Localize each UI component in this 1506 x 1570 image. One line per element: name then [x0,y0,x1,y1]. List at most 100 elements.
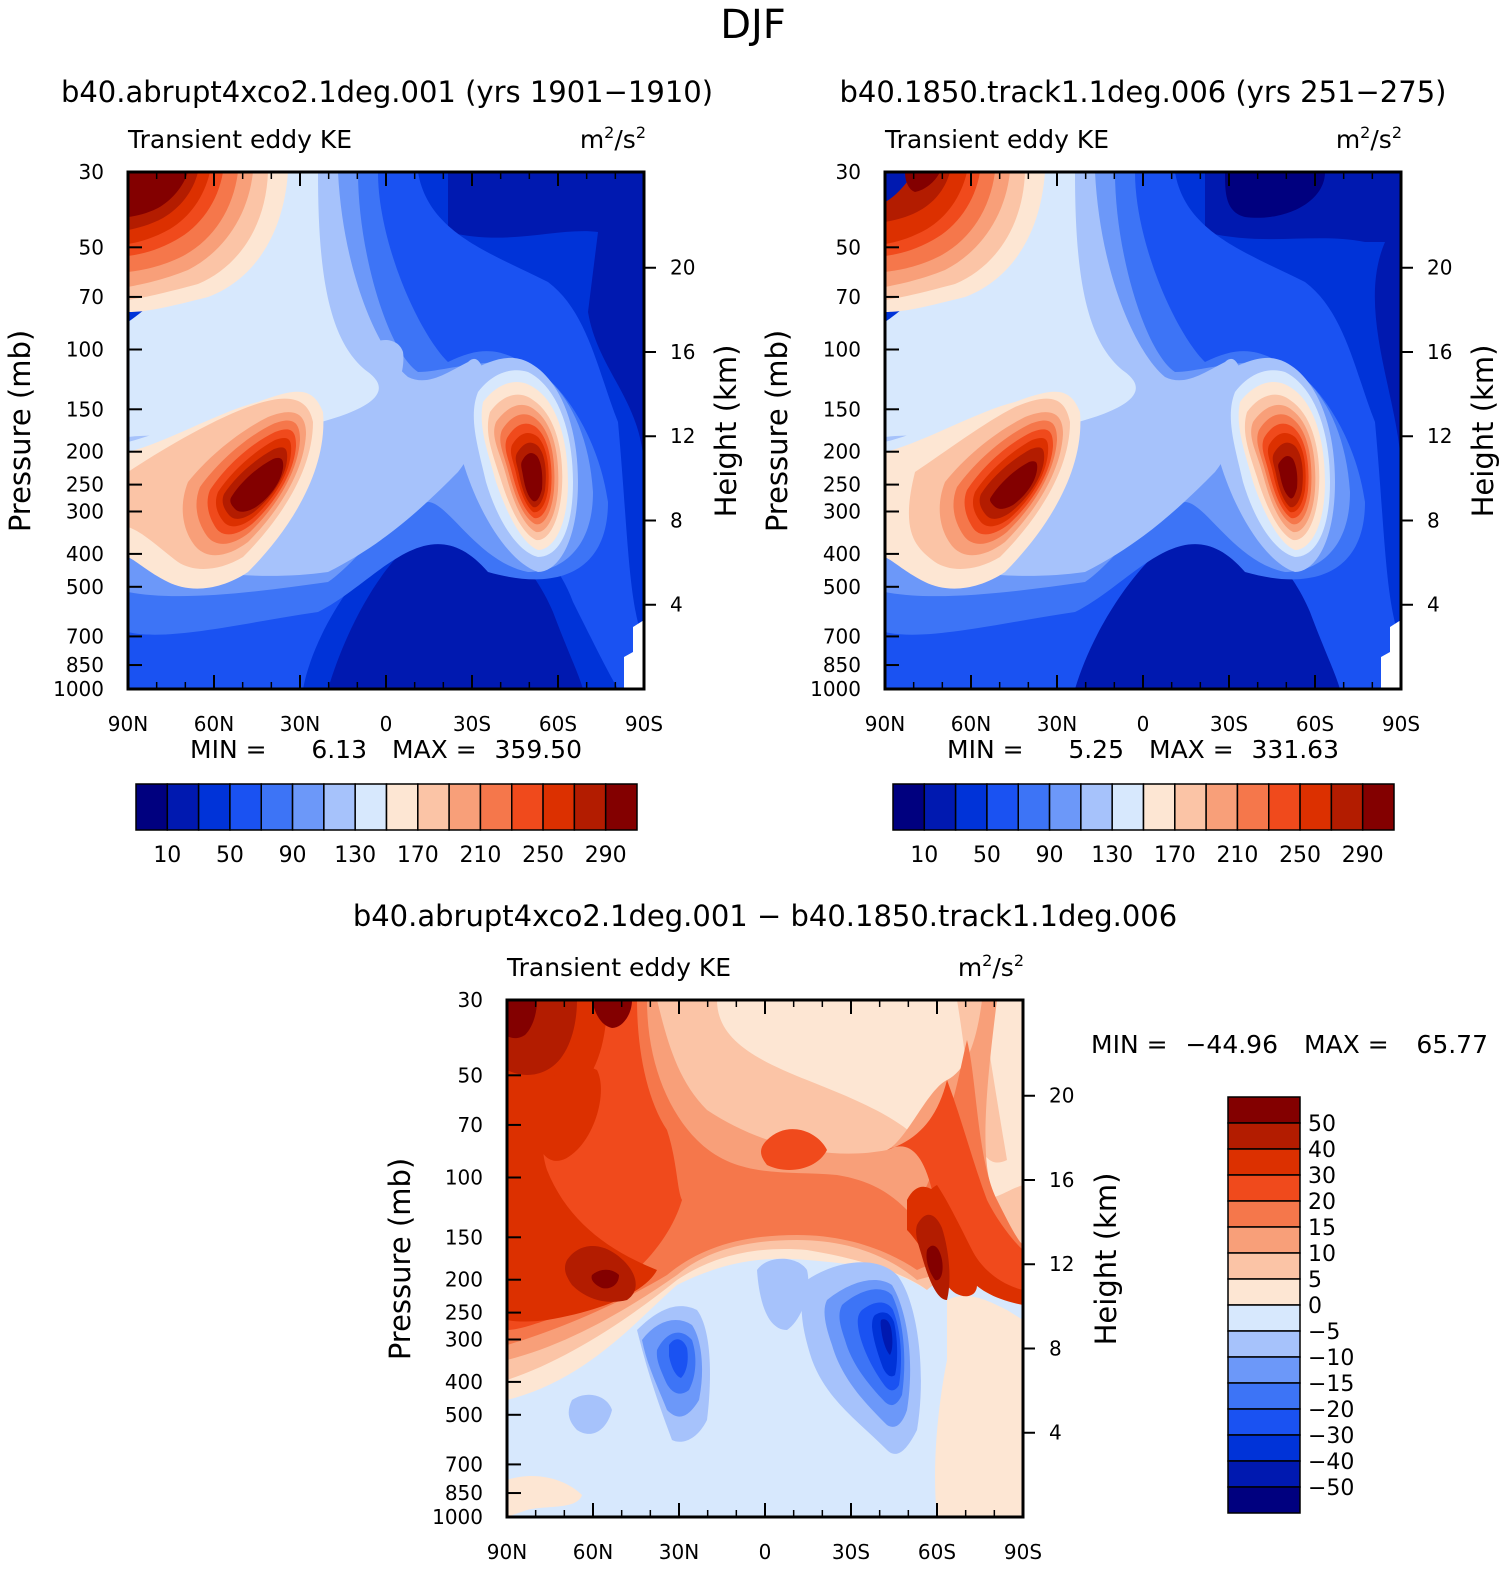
p3-level-neg30 [669,1339,688,1378]
height-tick-label: 8 [670,508,683,532]
panel-1: b40.abrupt4xco2.1deg.001 (yrs 1901−1910)… [3,75,743,868]
colorbar-label: 10 [1308,1242,1336,1267]
colorbar-box [479,783,513,831]
colorbar-box [229,783,262,831]
colorbar-label: 90 [1036,843,1064,868]
colorbar-box [385,783,419,831]
colorbar-label: −50 [1308,1476,1354,1501]
p2-level-0 [1225,172,1325,218]
panel-3-left-label: Transient eddy KE [506,953,731,982]
p3-level-neg10b [757,1258,809,1330]
pressure-tick-label: 70 [79,285,104,309]
p3-level-50d [926,1245,943,1281]
p1-level-15c [521,453,543,502]
colorbar-box [1227,1434,1301,1462]
pressure-tick-label: 700 [66,624,104,648]
pressure-tick-label: 200 [823,440,861,464]
p3-level-20b [887,1080,1023,1300]
panel-1-min-value: 6.13 [311,735,367,764]
panel-1-max-value: 359.50 [495,735,582,764]
x-tick-label: 30N [659,1540,699,1564]
colorbar-box [511,783,544,831]
pressure-tick-label: 30 [79,160,104,184]
x-tick-label: 90N [487,1540,527,1564]
colorbar-box [1227,1122,1301,1150]
pressure-tick-label: 500 [66,575,104,599]
colorbar-label: −20 [1308,1398,1354,1423]
colorbar-box [1227,1356,1301,1384]
pressure-tick-label: 150 [66,397,104,421]
panel-1-units: m2/s2 [580,123,646,154]
colorbar-box [1227,1408,1301,1436]
pressure-tick-label: 70 [458,1113,483,1137]
pressure-tick-label: 1000 [53,677,104,701]
height-tick-label: 16 [670,340,695,364]
pressure-tick-label: 30 [836,160,861,184]
colorbar-label: −30 [1308,1424,1354,1449]
colorbar-box [1361,783,1395,831]
p3-level-30b [532,1066,601,1161]
colorbar-box [1048,783,1082,831]
colorbar-box [1227,1252,1301,1280]
height-tick-label: 4 [1049,1421,1062,1445]
x-tick-label: 30S [832,1540,870,1564]
p2-level-15c [1278,455,1298,499]
height-tick-label: 12 [670,424,695,448]
panel-3-max-value: 65.77 [1416,1030,1488,1059]
p1-level-15b [230,457,284,512]
x-tick-label: 0 [759,1540,772,1564]
p3-level-30 [507,1000,657,1322]
colorbar-box [197,783,231,831]
colorbar-box [1227,1278,1301,1306]
colorbar-box [1227,1174,1301,1202]
colorbar-label: 290 [1342,843,1384,868]
height-tick-label: 16 [1049,1168,1074,1192]
colorbar-label: 15 [1308,1216,1336,1241]
panel-2-min-label: MIN = [947,735,1024,764]
colorbar-box [417,783,450,831]
panel-3-min-value: −44.96 [1185,1030,1278,1059]
height-tick-label: 8 [1049,1336,1062,1360]
colorbar-box [954,783,988,831]
x-tick-label: 30S [1210,712,1248,736]
colorbar-box [604,783,638,831]
pressure-tick-label: 100 [445,1166,483,1190]
panel-1-left-label: Transient eddy KE [127,125,352,154]
x-tick-label: 60N [573,1540,613,1564]
panel-2-left-label: Transient eddy KE [884,125,1109,154]
x-tick-label: 60N [194,712,234,736]
panel-2-min-value: 5.25 [1068,735,1124,764]
height-tick-label: 20 [1049,1084,1074,1108]
pressure-tick-label: 200 [66,440,104,464]
p3-level-0-right [935,1295,1023,1517]
panel-2: b40.1850.track1.1deg.006 (yrs 251−275) T… [760,75,1500,868]
colorbar-label: 10 [910,843,938,868]
colorbar-box [1330,783,1364,831]
panel-3-max-label: MAX = [1304,1030,1389,1059]
colorbar-label: 5 [1308,1268,1322,1293]
pressure-tick-label: 300 [66,499,104,523]
pressure-tick-label: 250 [66,473,104,497]
colorbar-label: 20 [1308,1190,1336,1215]
x-tick-label: 90S [625,712,663,736]
pressure-tick-label: 400 [445,1370,483,1394]
panel-1-y2label: Height (km) [709,345,743,518]
p1-level-7 [128,172,379,437]
pressure-tick-label: 150 [823,397,861,421]
colorbar-label: 90 [279,843,307,868]
pressure-tick-label: 1000 [810,677,861,701]
colorbar-box [448,783,482,831]
colorbar-box [1227,1096,1301,1124]
colorbar-box [354,783,388,831]
colorbar-label: −40 [1308,1450,1354,1475]
x-tick-label: 60N [951,712,991,736]
colorbar-box [1268,783,1301,831]
colorbar-label: 50 [1308,1112,1336,1137]
p1-level-15 [128,172,188,217]
panel-2-max-value: 331.63 [1252,735,1339,764]
colorbar-box [1017,783,1051,831]
colorbar-box [1227,1304,1301,1332]
panel-2-colorbar: 10 50 90 130 170 210 250 290 [892,783,1395,868]
